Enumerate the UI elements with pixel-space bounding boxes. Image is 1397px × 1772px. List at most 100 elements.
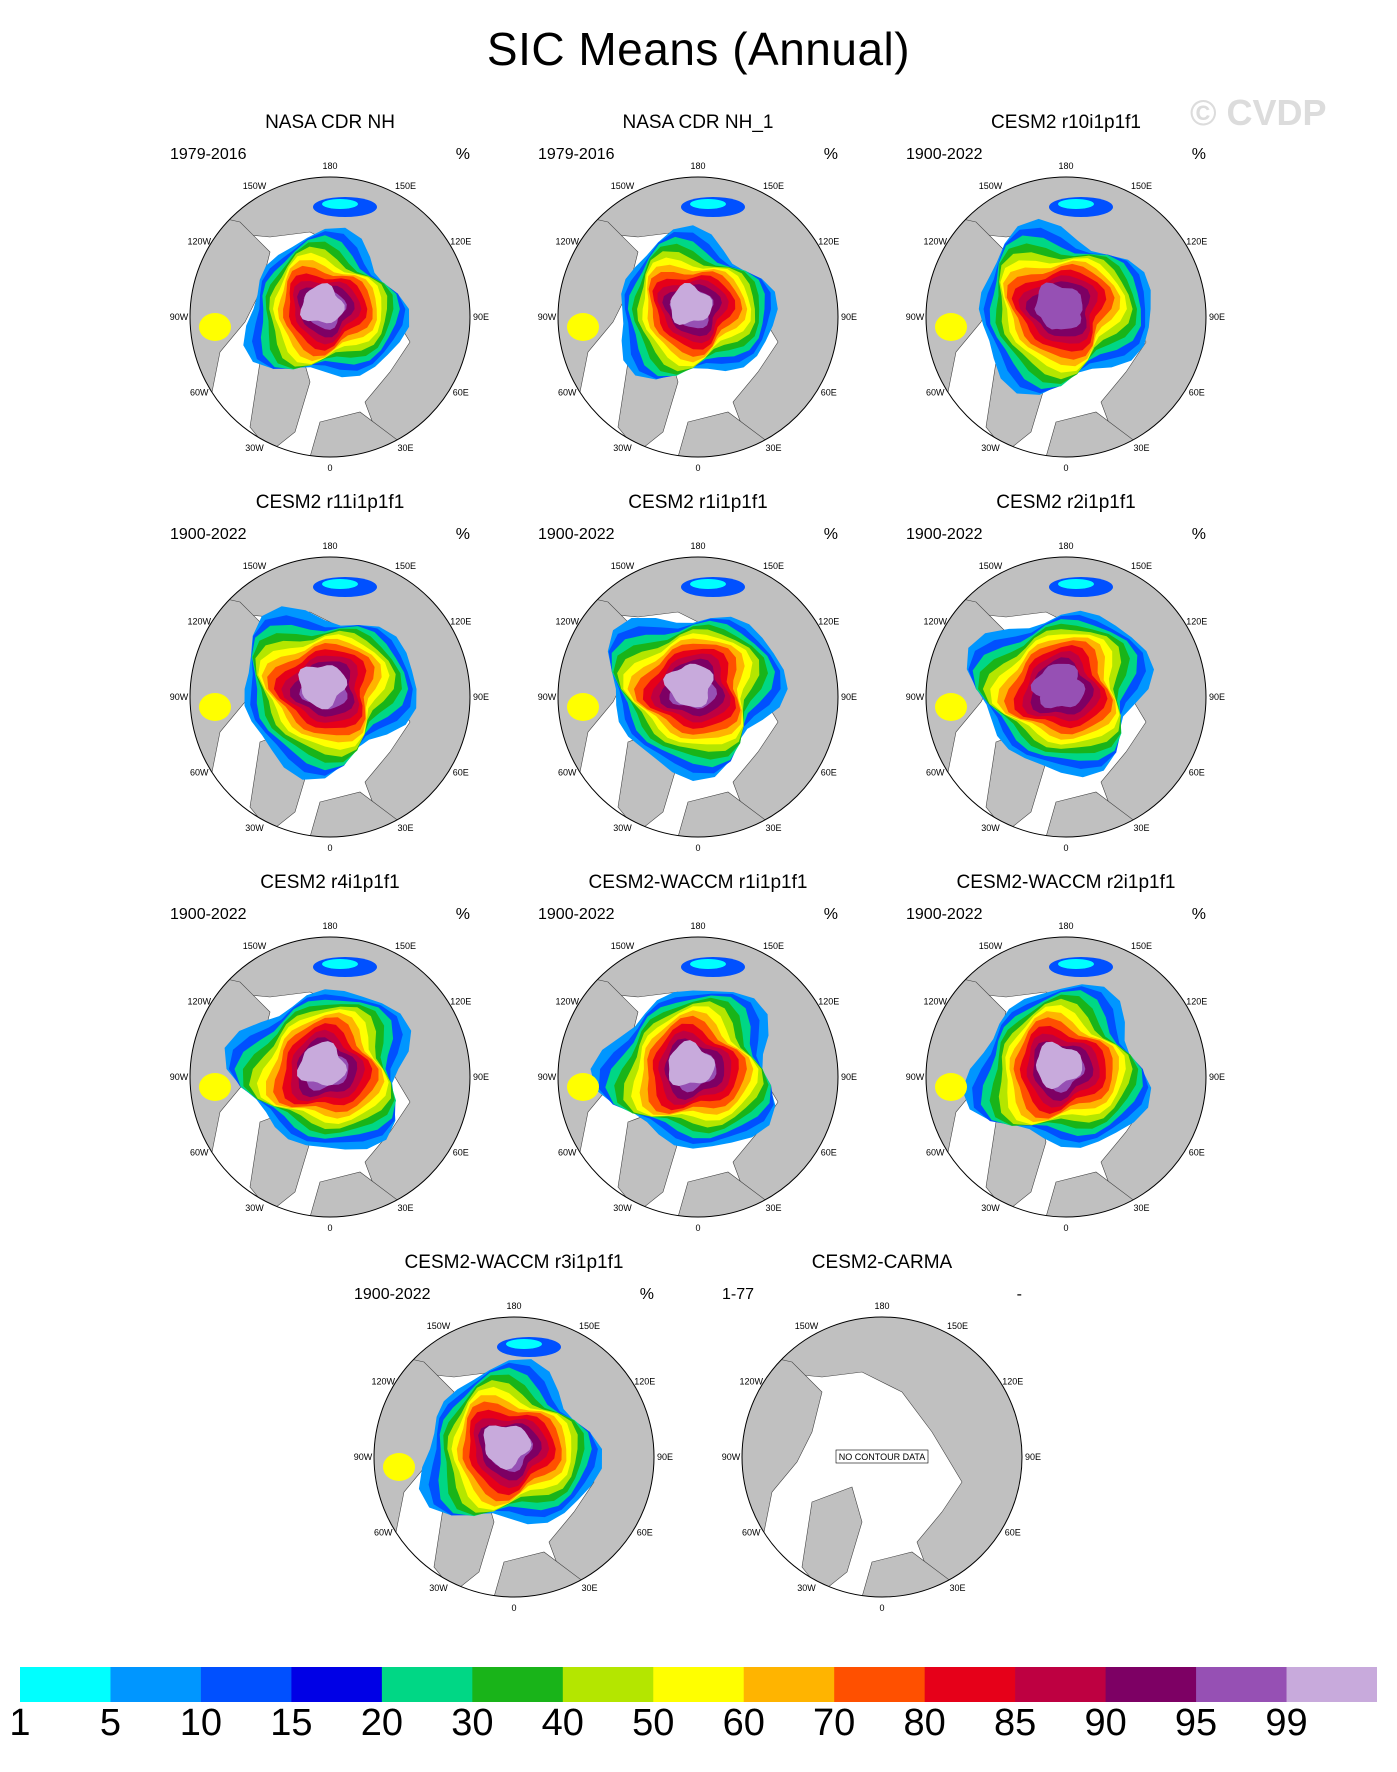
okhotsk-ice-edge [322,959,358,969]
panel-title: CESM2 r10i1p1f1 [991,112,1141,133]
longitude-label: 30W [613,1203,632,1213]
map-boundary [373,1316,655,1598]
figure-title: SIC Means (Annual) [486,23,911,75]
longitude-label: 30E [581,1583,597,1593]
panel-units: % [455,906,470,923]
hudson-bay-ice [383,1453,415,1481]
longitude-label: 150W [611,181,635,191]
longitude-label: 90E [841,312,857,322]
panel-title: NASA CDR NH [265,112,395,133]
panel-period: 1900-2022 [170,526,247,543]
polar-map: 180 150E 120E 90E 60E 30E 0 30W 60W 90W 120W 150W [906,541,1225,853]
colorbar-tick-label: 30 [451,1702,494,1744]
colorbar-tick-label: 20 [360,1702,403,1744]
longitude-label: 120W [187,237,211,247]
longitude-label: 90W [170,312,189,322]
longitude-label: 90E [841,1072,857,1082]
longitude-label: 60W [558,1148,577,1158]
panel-title: CESM2-WACCM r2i1p1f1 [956,872,1176,893]
hudson-bay-ice [567,1073,599,1101]
land-mass [926,937,1206,1217]
panel-period: 1900-2022 [354,1286,431,1303]
land-mass [190,177,470,457]
longitude-label: 150W [795,1321,819,1331]
longitude-label: 0 [695,463,700,473]
panel-units: % [823,146,838,163]
land-mass [667,791,779,837]
polar-map: 180 150E 120E 90E 60E 30E 0 30W 60W 90W 120W 150W [354,1301,673,1613]
sic-core-band [668,1040,716,1086]
colorbar-tick-label: 99 [1265,1702,1308,1744]
okhotsk-ice-edge [690,579,726,589]
longitude-label: 120W [923,997,947,1007]
map-boundary [189,556,471,838]
longitude-label: 120W [923,617,947,627]
polar-map: 180 150E 120E 90E 60E 30E 0 30W 60W 90W 120W 150W [906,921,1225,1233]
longitude-label: 60E [821,388,837,398]
longitude-label: 60E [1189,768,1205,778]
longitude-label: 60W [742,1528,761,1538]
map-boundary [557,176,839,458]
sic-core-band [670,283,713,325]
colorbar-tick-label: 15 [270,1702,313,1744]
longitude-label: 0 [327,463,332,473]
longitude-label: 0 [1063,843,1068,853]
colorbar-tick-label: 40 [541,1702,584,1744]
longitude-label: 60W [926,1148,945,1158]
longitude-label: 90W [170,692,189,702]
longitude-label: 90W [354,1452,373,1462]
longitude-label: 30E [765,1203,781,1213]
land-mass [1035,411,1147,457]
longitude-label: 90E [657,1452,673,1462]
land-mass [374,1317,654,1597]
longitude-label: 180 [322,921,337,931]
panel-units: % [455,526,470,543]
longitude-label: 60W [926,388,945,398]
land-mass [1035,1171,1147,1217]
colorbar-swatch [472,1667,564,1702]
longitude-label: 0 [1063,463,1068,473]
longitude-label: 90E [473,692,489,702]
longitude-label: 120W [923,237,947,247]
longitude-label: 180 [690,161,705,171]
colorbar-tick-label: 1 [9,1702,31,1744]
land-mass [1035,791,1147,837]
land-mass [299,1171,411,1217]
land-mass [742,1341,823,1597]
longitude-label: 90E [473,1072,489,1082]
panel-title: CESM2 r2i1p1f1 [996,492,1136,513]
longitude-label: 120E [1186,617,1207,627]
longitude-label: 150E [763,181,784,191]
longitude-label: 30E [1133,443,1149,453]
longitude-label: 150E [763,561,784,571]
longitude-label: 150E [1131,941,1152,951]
longitude-label: 60E [453,388,469,398]
longitude-label: 150E [1131,561,1152,571]
polar-map: 180 150E 120E 90E 60E 30E 0 30W 60W 90W 120W 150W NO… [722,1301,1041,1613]
longitude-label: 0 [879,1603,884,1613]
okhotsk-ice-edge [690,199,726,209]
sic-core-band [1036,282,1083,330]
land-mass [801,1486,863,1593]
longitude-label: 60E [453,1148,469,1158]
map-panel: NASA CDR NH_1 1979-2016% 180 150E 120E 90E 60E… [518,112,878,492]
longitude-label: 180 [690,921,705,931]
land-mass [299,411,411,457]
colorbar-swatch [20,1667,111,1702]
longitude-label: 90W [906,1072,925,1082]
longitude-label: 90E [1025,1452,1041,1462]
panel-units: - [1016,1286,1022,1303]
map-panel: NASA CDR NH 1979-2016% 180 150E 120E 90E 60E 30… [150,112,510,492]
longitude-label: 180 [1058,921,1073,931]
longitude-label: 150E [1131,181,1152,191]
hudson-bay-ice [199,313,231,341]
map-boundary [557,936,839,1218]
longitude-label: 60E [821,1148,837,1158]
longitude-label: 120E [818,617,839,627]
panel-title: CESM2 r11i1p1f1 [255,492,405,513]
longitude-label: 0 [327,1223,332,1233]
panel-units: % [639,1286,654,1303]
panel-title: CESM2-CARMA [811,1252,953,1273]
longitude-label: 90W [538,312,557,322]
longitude-label: 60E [453,768,469,778]
